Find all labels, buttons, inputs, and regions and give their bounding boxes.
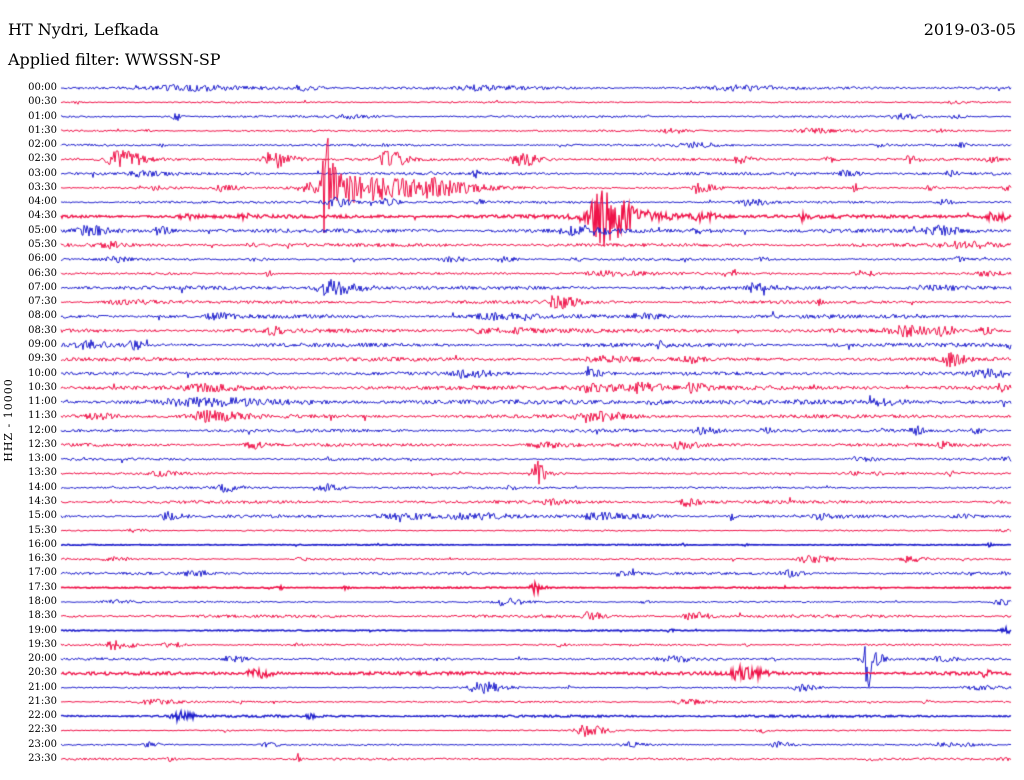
time-tick-label: 11:00 [28, 396, 57, 408]
time-tick-label: 09:30 [28, 353, 57, 365]
time-tick-label: 21:30 [28, 695, 57, 707]
time-tick-label: 20:00 [28, 653, 57, 665]
time-tick-label: 02:00 [28, 139, 57, 151]
time-tick-label: 18:00 [28, 595, 57, 607]
time-tick-label: 14:00 [28, 481, 57, 493]
time-tick-label: 03:30 [28, 181, 57, 193]
time-tick-label: 17:30 [28, 581, 57, 593]
time-tick-label: 06:30 [28, 267, 57, 279]
time-tick-label: 14:30 [28, 496, 57, 508]
time-tick-label: 08:30 [28, 324, 57, 336]
time-tick-label: 11:30 [28, 410, 57, 422]
time-tick-label: 20:30 [28, 667, 57, 679]
time-tick-label: 22:30 [28, 724, 57, 736]
time-tick-label: 09:00 [28, 338, 57, 350]
time-tick-label: 04:00 [28, 196, 57, 208]
time-tick-label: 10:30 [28, 381, 57, 393]
time-tick-label: 05:30 [28, 239, 57, 251]
time-tick-label: 13:00 [28, 453, 57, 465]
time-tick-label: 13:30 [28, 467, 57, 479]
time-tick-label: 17:00 [28, 567, 57, 579]
time-tick-label: 04:30 [28, 210, 57, 222]
time-tick-label: 12:00 [28, 424, 57, 436]
time-tick-label: 16:00 [28, 538, 57, 550]
time-tick-label: 23:30 [28, 753, 57, 764]
time-tick-label: 05:00 [28, 224, 57, 236]
time-tick-label: 23:00 [28, 738, 57, 750]
time-tick-label: 06:00 [28, 253, 57, 265]
time-tick-label: 22:00 [28, 710, 57, 722]
time-tick-label: 00:00 [28, 82, 57, 93]
time-tick-label: 07:30 [28, 296, 57, 308]
time-tick-label: 00:30 [28, 96, 57, 108]
time-tick-label: 16:30 [28, 553, 57, 565]
time-tick-label: 12:30 [28, 438, 57, 450]
time-tick-label: 01:30 [28, 124, 57, 136]
time-tick-label: 18:30 [28, 610, 57, 622]
time-tick-label: 02:30 [28, 153, 57, 165]
time-tick-label: 01:00 [28, 110, 57, 122]
time-tick-label: 08:00 [28, 310, 57, 322]
time-tick-label: 15:30 [28, 524, 57, 536]
time-tick-label: 19:00 [28, 624, 57, 636]
time-tick-label: 21:00 [28, 681, 57, 693]
time-tick-label: 03:00 [28, 167, 57, 179]
time-tick-label: 10:00 [28, 367, 57, 379]
time-tick-label: 19:30 [28, 638, 57, 650]
time-tick-label: 15:00 [28, 510, 57, 522]
time-tick-label: 07:00 [28, 281, 57, 293]
